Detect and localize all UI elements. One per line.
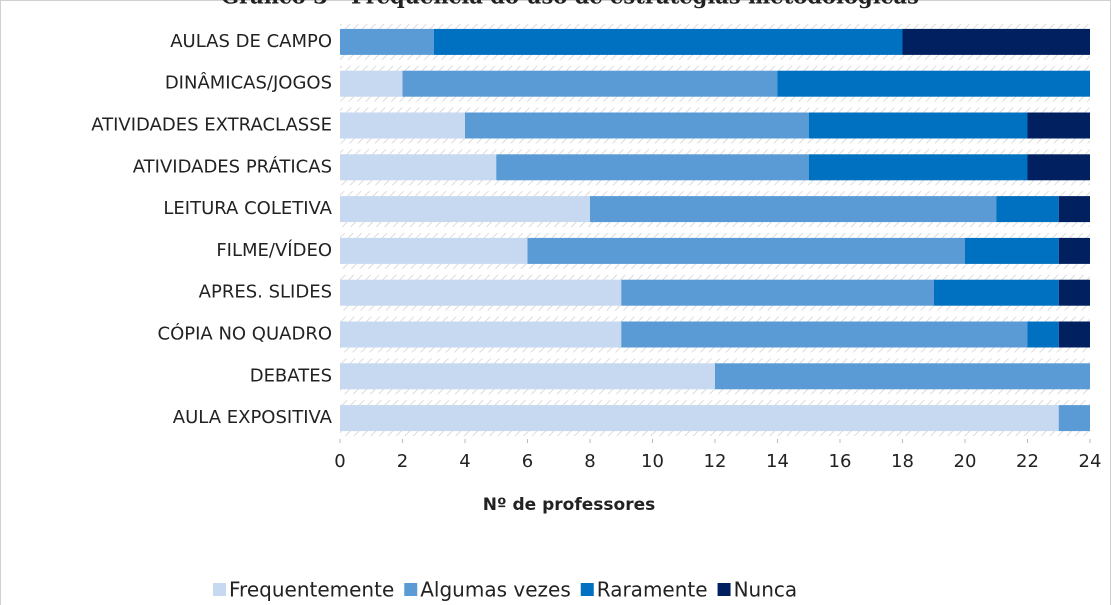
bar-segment [902,28,1090,55]
x-tick-label: 24 [1079,451,1102,472]
legend-swatch [717,583,731,596]
bar-segment [433,28,903,55]
bar-segment [996,196,1059,223]
bar-segment [340,405,1059,432]
bar-segment [340,28,434,55]
x-tick-label: 12 [704,451,727,472]
legend-swatch [213,583,226,596]
y-tick-label: APRES. SLIDES [199,282,332,303]
bar-segment [527,237,965,264]
y-tick-label: AULAS DE CAMPO [170,31,332,52]
legend-label: Nunca [734,578,798,602]
x-tick-label: 2 [397,451,408,472]
x-tick-label: 8 [584,451,595,472]
y-tick-label: ATIVIDADES PRÁTICAS [133,155,332,177]
bar-segment [1058,321,1090,348]
x-tick-label: 22 [1016,451,1039,472]
bar-segment [340,154,497,181]
y-tick-label: DEBATES [250,365,332,386]
bar-segment [340,70,403,97]
y-tick-label: FILME/VÍDEO [216,239,332,261]
bar-segment [340,279,622,306]
y-tick-label: ATIVIDADES EXTRACLASSE [91,115,332,136]
chart-title: Gráfico 3 - Frequência do uso de estraté… [221,0,919,9]
bar-segment [340,363,715,390]
bar-segment [808,154,1028,181]
y-tick-label: LEITURA COLETIVA [163,198,332,219]
bar-segment [340,196,590,223]
bar-segment [465,112,809,139]
x-tick-label: 0 [334,451,345,472]
bar-segment [1058,405,1090,432]
bar-segment [965,237,1059,264]
x-tick-label: 16 [829,451,852,472]
y-tick-label: AULA EXPOSITIVA [173,407,333,428]
bar-segment [340,237,528,264]
x-tick-label: 10 [641,451,664,472]
bar-segment [402,70,778,97]
bar-segment [1058,279,1090,306]
y-tick-label: DINÂMICAS/JOGOS [165,72,332,94]
y-tick-label: CÓPIA NO QUADRO [158,323,332,345]
x-tick-label: 20 [954,451,977,472]
x-tick-label: 4 [459,451,470,472]
legend-label: Frequentemente [229,578,394,602]
legend-label: Raramente [597,578,708,602]
bar-segment [621,321,1028,348]
bar-segment [590,196,997,223]
legend-swatch [580,583,594,596]
bar-segment [1027,321,1059,348]
bar-segment [808,112,1028,139]
x-tick-label: 14 [766,451,789,472]
x-tick-label: 18 [891,451,914,472]
bar-segment [715,363,1090,390]
bar-segment [1058,196,1090,223]
bar-segment [1027,112,1090,139]
bar-segment [496,154,809,181]
legend-label: Algumas vezes [420,578,571,602]
bar-segment [621,279,934,306]
bar-segment [340,112,465,139]
bar-segment [340,321,622,348]
bar-segment [1058,237,1090,264]
x-tick-label: 6 [522,451,533,472]
x-axis-label: Nº de professores [483,495,655,515]
legend-swatch [404,583,418,596]
bar-segment [933,279,1059,306]
bar-segment [777,70,1090,97]
bar-segment [1027,154,1090,181]
